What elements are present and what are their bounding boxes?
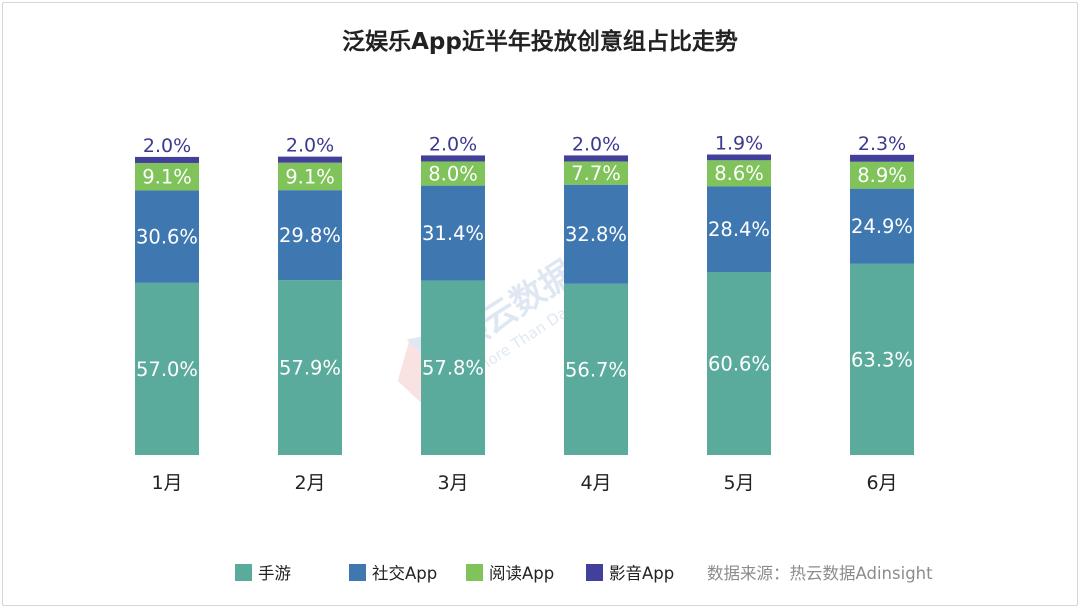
bar-segment [278,190,342,281]
data-label: 57.9% [279,357,341,380]
data-label: 2.0% [143,135,191,157]
data-label: 2.0% [286,135,334,157]
watermark: 热云数据 More Than Data [397,253,583,410]
bar-segment [850,263,914,455]
x-axis-ticks: 1月 2月 3月 4月 5月 6月 [151,472,897,494]
x-tick-label: 1月 [151,472,182,494]
x-tick-label: 5月 [723,472,754,494]
data-label: 29.8% [279,224,341,247]
data-label: 2.0% [429,133,477,155]
stacked-bar-chart: 泛娱乐App近半年投放创意组占比走势 热云数据 More Than Data 5… [135,28,933,583]
legend-swatch [466,564,483,581]
data-label: 2.0% [572,133,620,155]
data-label: 31.4% [422,222,484,245]
bar-segment [135,162,199,191]
bar-segment [421,280,485,455]
data-label: 60.6% [708,352,770,375]
bar-segment [564,161,628,185]
data-label: 32.8% [565,223,627,246]
data-label: 57.0% [136,358,198,381]
bar-segment [278,156,342,163]
bar-segment [707,186,771,272]
legend-swatch [235,564,252,581]
legend-label: 阅读App [489,564,554,583]
data-label: 8.9% [857,164,907,187]
data-label: 57.8% [422,357,484,380]
x-tick-label: 3月 [437,472,468,494]
legend-label: 社交App [372,564,437,583]
legend-swatch [349,564,366,581]
data-label: 7.7% [571,162,621,185]
x-tick-label: 4月 [580,472,611,494]
bar-segment [564,184,628,284]
legend-label: 手游 [258,564,291,583]
legend-label: 影音App [609,564,674,583]
bar-segment [421,161,485,186]
chart-title: 泛娱乐App近半年投放创意组占比走势 [342,28,738,55]
bar-segment [278,280,342,455]
bar-segment [850,154,914,162]
source-note: 数据来源：热云数据Adinsight [707,564,933,583]
data-label: 8.6% [714,162,764,185]
labels-layer: 57.0% 30.6% 9.1% 2.0% 57.9% 29.8% 9.1% 2.0% 57.8… [136,133,913,382]
data-label: 9.1% [285,165,335,188]
data-label: 63.3% [851,348,913,371]
bar-segment [850,161,914,189]
data-label: 56.7% [565,358,627,381]
bar-segment [707,271,771,455]
data-label: 2.3% [858,133,906,155]
bar-segment [278,162,342,191]
bar-segment [135,282,199,455]
bars-layer [135,154,914,455]
data-label: 9.1% [142,166,192,189]
bar-segment [135,190,199,283]
bar-segment [850,188,914,264]
bar-segment [421,155,485,162]
x-tick-label: 2月 [294,472,325,494]
legend-swatch [586,564,603,581]
bar-segment [707,160,771,187]
data-label: 1.9% [715,133,763,155]
data-label: 28.4% [708,218,770,241]
legend: 手游 社交App 阅读App 影音App [235,564,674,583]
data-label: 30.6% [136,226,198,249]
x-tick-label: 6月 [866,472,897,494]
bar-segment [135,156,199,163]
bar-segment [564,283,628,455]
data-label: 24.9% [851,215,913,238]
bar-segment [707,154,771,161]
data-label: 8.0% [428,163,478,186]
bar-segment [564,155,628,162]
bar-segment [421,185,485,281]
